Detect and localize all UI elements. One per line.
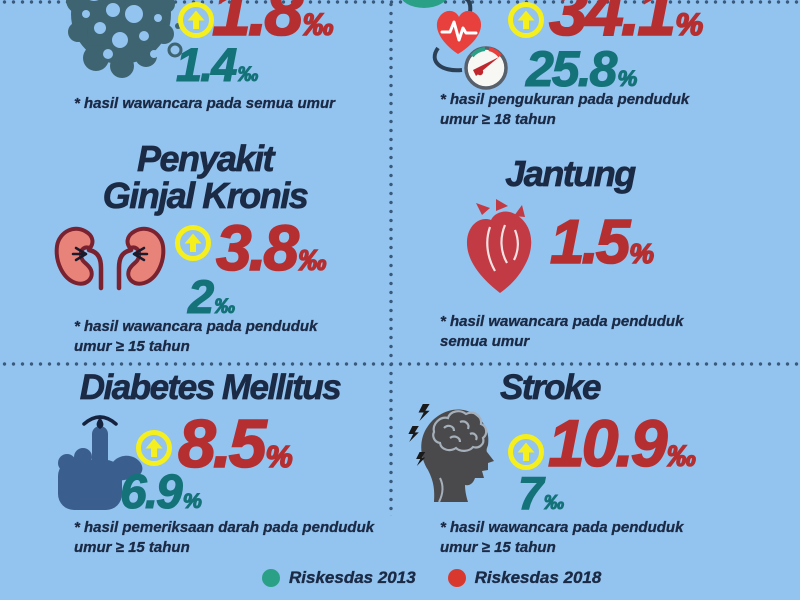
section-title-stroke: Stroke [500,368,602,407]
increase-arrow-icon [177,1,215,44]
legend-dot-2018 [447,569,466,587]
blood-pressure-icon [402,0,520,97]
section-title-jantung: Jantung [505,153,637,194]
legend-label-2018: Riskesdas 2018 [474,568,602,587]
increase-arrow-icon [174,224,212,267]
value-2018-unit: ‰ [302,6,335,42]
legend: Riskesdas 2013 Riskesdas 2018 [262,568,601,588]
footnote: * hasil wawancara pada penduduk umur ≥ 1… [74,318,318,355]
value-2018: 8.5% [177,406,293,482]
value-2013: 25.8% [525,41,638,97]
value-2013: 7‰ [517,467,565,519]
divider-horizontal-top [0,0,800,4]
footnote: * hasil wawancara pada penduduk semua um… [440,313,684,350]
section-title-kidney: Penyakit Ginjal Kronis [102,138,309,216]
value-2013-unit: ‰ [237,63,259,86]
increase-arrow-icon [507,433,545,476]
heart-icon [462,199,538,300]
divider-vertical-center [389,0,393,516]
value-2013: 6.9% [119,466,202,519]
increase-arrow-icon [507,1,545,44]
legend-label-2013: Riskesdas 2013 [289,568,416,587]
legend-dot-2013 [262,569,280,587]
finger-prick-icon [54,408,150,517]
cancer-cell-icon [58,0,184,91]
value-2018-number: 1.8 [211,0,304,50]
value-2018: 34.1% [548,0,704,50]
value-2013-number: 1.4 [175,38,237,91]
section-title-diabetes: Diabetes Mellitus [79,368,342,407]
value-2018: 1.5% [549,208,655,277]
divider-horizontal-bottom [0,362,800,366]
value-2013: 1.4‰ [175,38,259,91]
increase-arrow-icon [135,429,173,472]
value-2013: 2‰ [187,270,236,323]
footnote: * hasil pengukuran pada penduduk umur ≥ … [440,91,690,128]
head-brain-icon [404,396,504,511]
footnote: * hasil wawancara pada semua umur [74,95,335,112]
footnote: * hasil pemeriksaan darah pada penduduk … [74,519,375,556]
value-2018: 3.8‰ [215,212,327,284]
value-2018: 1.8‰ [211,0,335,47]
footnote: * hasil wawancara pada penduduk umur ≥ 1… [440,519,684,556]
value-2018: 10.9‰ [547,406,697,480]
kidneys-icon [54,224,166,301]
